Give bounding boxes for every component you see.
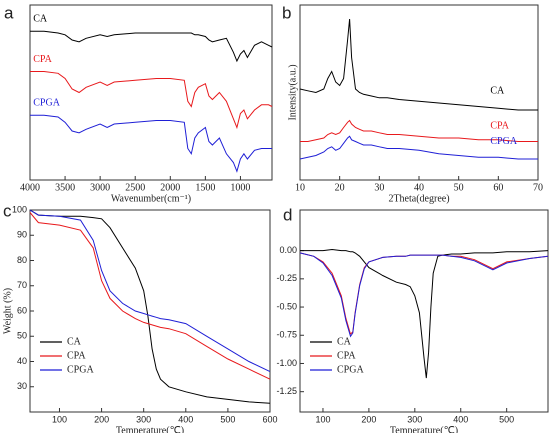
x-tick-label: 40 — [414, 182, 424, 193]
panel-label: c — [3, 201, 12, 220]
series-line — [29, 209, 271, 404]
x-tick-label: 600 — [262, 414, 277, 424]
y-axis-label: Weight (%) — [2, 288, 13, 334]
panel-label: d — [283, 205, 292, 224]
x-tick-label: 4000 — [20, 182, 40, 193]
legend-label: CPA — [337, 350, 356, 361]
x-tick-label: 100 — [315, 414, 330, 424]
x-tick-label: 100 — [52, 414, 67, 424]
series-line — [299, 252, 549, 338]
y-tick-label: 0.00 — [279, 245, 297, 255]
plot-frame — [29, 4, 273, 181]
series-line — [29, 212, 271, 380]
legend-label: CA — [67, 336, 82, 347]
x-tick-label: 400 — [178, 414, 193, 424]
series-label: CPGA — [33, 98, 60, 109]
series-label: CA — [33, 14, 48, 25]
y-tick-label: -0.75 — [276, 330, 297, 340]
x-tick-label: 50 — [454, 182, 464, 193]
x-tick-label: 300 — [136, 414, 151, 424]
series-line — [299, 135, 538, 160]
x-tick-label: 10 — [295, 182, 305, 193]
series-label: CPGA — [490, 136, 517, 147]
series-line — [29, 209, 271, 373]
x-axis-label: Temperature(℃) — [116, 425, 184, 433]
y-tick-label: 50 — [17, 331, 27, 341]
y-tick-label: -0.25 — [276, 273, 297, 283]
y-tick-label: -1.00 — [276, 358, 297, 368]
y-tick-label: 60 — [17, 305, 27, 315]
x-axis-label: Wavenumber(cm⁻¹) — [111, 193, 191, 204]
legend-label: CA — [337, 336, 352, 347]
y-tick-label: 40 — [17, 356, 27, 366]
series-label: CA — [490, 85, 505, 96]
y-tick-label: -1.25 — [276, 386, 297, 396]
x-tick-label: 1000 — [230, 182, 250, 193]
y-tick-label: 90 — [17, 230, 27, 240]
plot-frame — [29, 209, 271, 413]
x-tick-label: 3000 — [90, 182, 110, 193]
legend-label: CPA — [67, 350, 86, 361]
series-line — [299, 18, 538, 111]
x-tick-label: 300 — [407, 414, 422, 424]
plot-frame — [299, 209, 549, 413]
x-tick-label: 500 — [499, 414, 514, 424]
x-tick-label: 2500 — [125, 182, 145, 193]
x-tick-label: 1500 — [195, 182, 215, 193]
x-tick-label: 20 — [335, 182, 345, 193]
x-tick-label: 60 — [493, 182, 503, 193]
legend-label: CPGA — [337, 364, 364, 375]
y-axis-label: Intensity(a.u.) — [287, 64, 298, 120]
x-tick-label: 30 — [374, 182, 384, 193]
y-tick-label: 100 — [12, 204, 27, 214]
series-line — [300, 248, 549, 379]
y-tick-label: 30 — [17, 381, 27, 391]
x-tick-label: 3500 — [55, 182, 75, 193]
panel-label: b — [282, 3, 291, 22]
series-line — [299, 252, 549, 336]
legend-label: CPGA — [67, 364, 94, 375]
x-axis-label: 2Theta(degree) — [388, 193, 449, 204]
x-tick-label: 2000 — [160, 182, 180, 193]
y-tick-label: -0.50 — [276, 301, 297, 311]
x-axis-label: Temperature(℃) — [390, 425, 458, 433]
series-line — [30, 71, 273, 130]
series-line — [30, 30, 273, 63]
panel-label: a — [4, 3, 14, 22]
y-tick-label: 70 — [17, 280, 27, 290]
x-tick-label: 500 — [220, 414, 235, 424]
series-label: CPA — [33, 54, 52, 65]
series-line — [300, 119, 538, 142]
y-tick-label: 80 — [17, 255, 27, 265]
x-tick-label: 400 — [453, 414, 468, 424]
series-line — [30, 114, 272, 173]
x-tick-label: 70 — [533, 182, 543, 193]
x-tick-label: 200 — [361, 414, 376, 424]
series-label: CPA — [490, 120, 509, 131]
x-tick-label: 200 — [94, 414, 109, 424]
